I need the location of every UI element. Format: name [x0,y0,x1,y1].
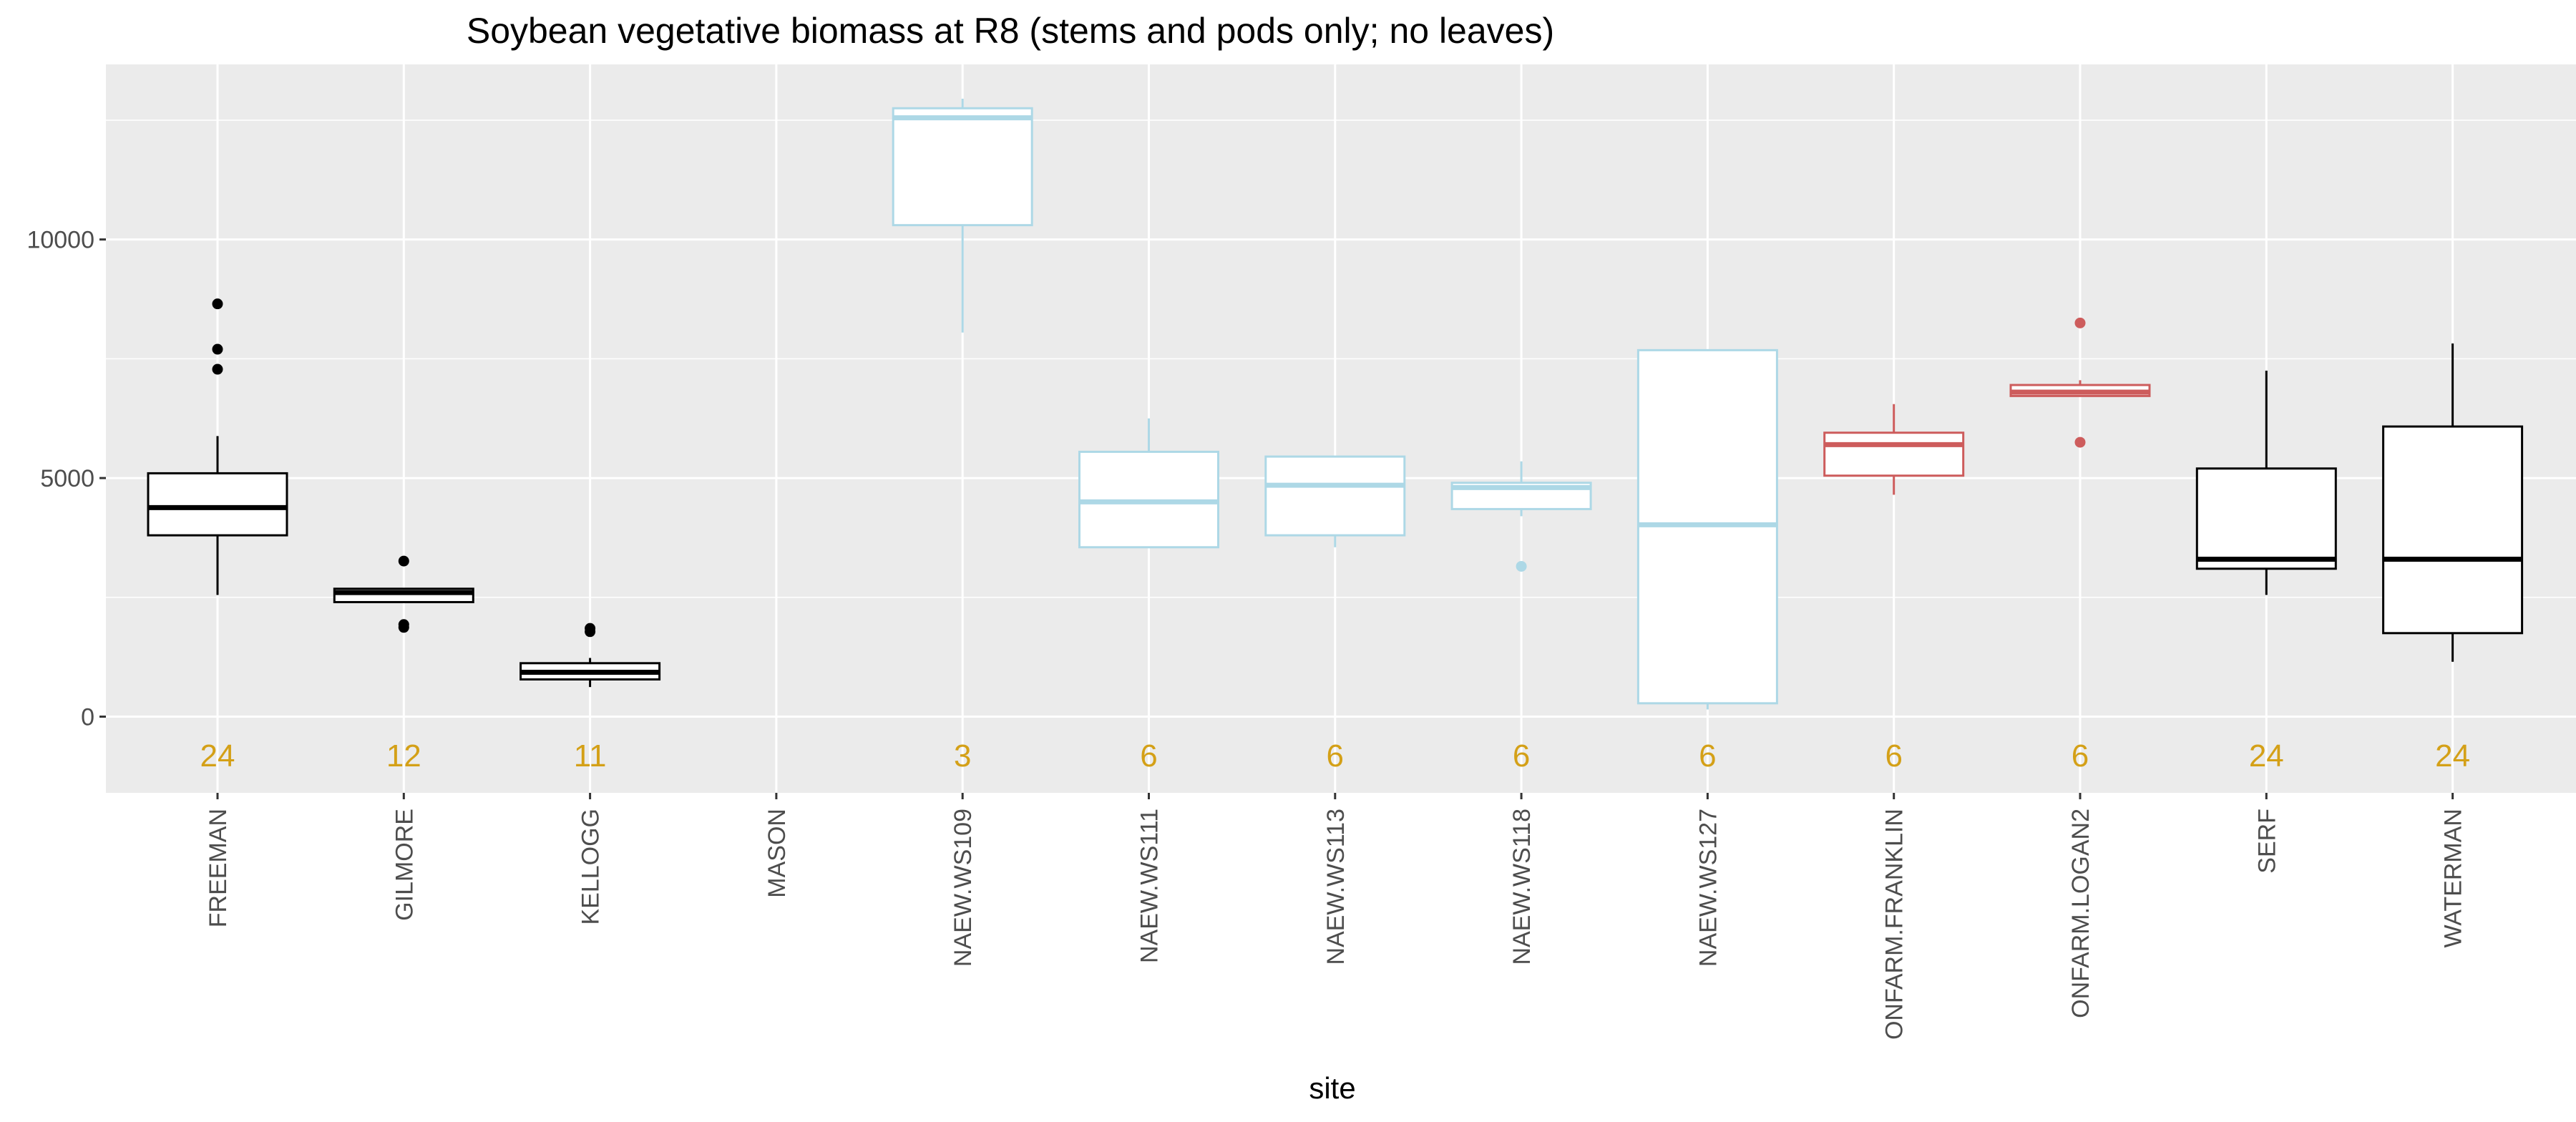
box-body [147,472,288,537]
box-body [1823,431,1965,477]
box-naew-ws111 [1078,418,1219,549]
box-onfarm-franklin [1823,404,1965,495]
box-naew-ws113 [1264,455,1406,547]
outlier-point [2074,317,2086,328]
y-tick-label: 10000 [26,227,94,254]
boxplots [147,98,2524,710]
box-freeman [147,298,288,595]
x-tick-label: FREEMAN [205,809,232,927]
x-tick-label: NAEW.WS127 [1694,809,1722,967]
count-label-serf: 24 [2249,738,2284,774]
x-tick-label: KELLOGG [577,809,605,925]
box-body [1264,455,1406,537]
box-naew-ws118 [1450,461,1592,572]
x-tick-label: NAEW.WS109 [950,809,977,967]
outlier-point [398,555,409,567]
y-tick-label: 0 [81,704,94,731]
box-gilmore [333,555,474,633]
outlier-point [212,364,223,375]
x-axis: FREEMAN GILMORE KELLOGG MASON NAEW.WS109 NAEW… [205,793,2467,1040]
box-body [2382,425,2524,635]
x-tick-label: NAEW.WS111 [1136,809,1163,963]
count-label-kellogg: 11 [574,738,607,774]
outlier-point [1516,560,1527,572]
box-serf [2195,371,2337,595]
count-label-naew-ws118: 6 [1513,738,1530,774]
box-kellogg [519,623,661,688]
x-tick-label: NAEW.WS118 [1508,809,1536,965]
x-tick-label: GILMORE [391,809,418,921]
count-labels: 24 12 11 3 6 6 6 6 6 6 24 24 [200,738,2471,774]
count-label-onfarm-franklin: 6 [1885,738,1902,774]
outlier-point [212,298,223,310]
x-tick-label: ONFARM.LOGAN2 [2067,809,2094,1018]
chart-title: Soybean vegetative biomass at R8 (stems … [467,11,1554,51]
outlier-point [212,343,223,355]
box-naew-ws127 [1636,348,1778,710]
y-axis: 0 5000 10000 [26,227,106,731]
box-waterman [2382,343,2524,662]
box-naew-ws109 [892,98,1033,333]
box-onfarm-logan2 [2009,317,2151,448]
x-tick-label: ONFARM.FRANKLIN [1881,809,1908,1040]
x-tick-label: NAEW.WS113 [1322,809,1350,965]
outlier-point [585,623,596,634]
outlier-point [2074,436,2086,448]
x-axis-title: site [1309,1071,1355,1105]
count-label-onfarm-logan2: 6 [2072,738,2089,774]
count-label-naew-ws127: 6 [1699,738,1716,774]
box-body [892,107,1033,227]
y-tick-label: 5000 [40,465,94,492]
x-tick-label: SERF [2253,809,2280,874]
box-body [2195,467,2337,570]
count-label-gilmore: 12 [386,738,421,774]
x-tick-label: MASON [763,809,791,898]
outlier-point [398,619,409,630]
count-label-naew-ws111: 6 [1140,738,1157,774]
count-label-naew-ws109: 3 [954,738,971,774]
count-label-waterman: 24 [2435,738,2470,774]
count-label-freeman: 24 [200,738,235,774]
x-tick-label: WATERMAN [2440,809,2467,948]
count-label-naew-ws113: 6 [1327,738,1344,774]
plot-panel [106,64,2576,793]
